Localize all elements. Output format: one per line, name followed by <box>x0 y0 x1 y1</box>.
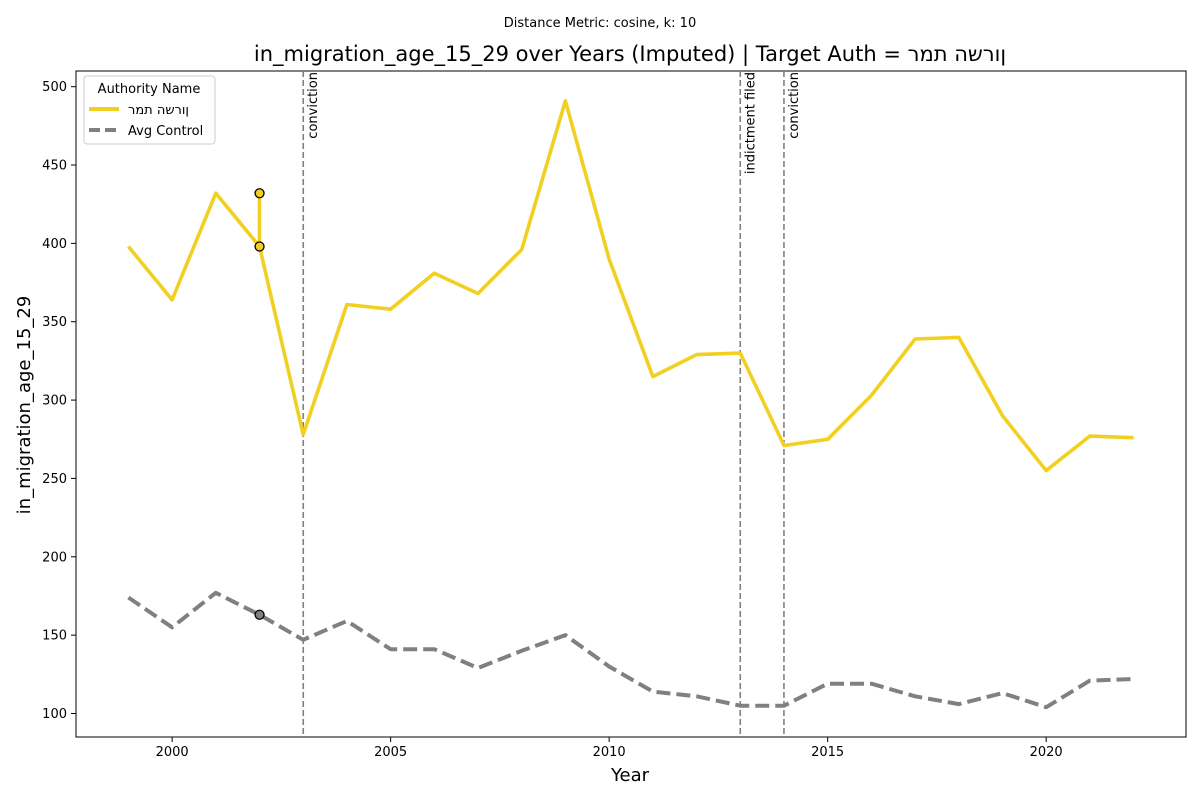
series-line-avg-control <box>127 590 1134 710</box>
imputed-point-marker <box>254 241 265 252</box>
y-tick-label: 100 <box>42 707 67 722</box>
y-tick-label: 150 <box>42 629 67 644</box>
legend-label-target: ןורשה תמר <box>128 103 189 118</box>
legend-label-avg-control: Avg Control <box>128 124 203 139</box>
series-line-target <box>127 99 1134 473</box>
y-tick-label: 200 <box>42 550 67 565</box>
x-tick-label: 2020 <box>1030 745 1063 760</box>
event-label: indictment filed <box>743 72 758 174</box>
x-tick-label: 2010 <box>593 745 626 760</box>
plot-area: 2000 2005 2010 2015 2020 100 150 200 250 300 350 40… <box>42 70 1187 760</box>
chart-subtitle: Distance Metric: cosine, k: 10 <box>504 16 696 31</box>
y-axis-label: in_migration_age_15_29 <box>14 296 35 515</box>
y-tick-label: 350 <box>42 315 67 330</box>
x-tick-label: 2000 <box>156 745 189 760</box>
event-label: conviction <box>787 72 802 139</box>
axes-frame <box>75 70 1187 738</box>
chart-title: in_migration_age_15_29 over Years (Imput… <box>254 42 1006 67</box>
imputed-point-marker <box>254 188 265 199</box>
x-tick-label: 2015 <box>811 745 844 760</box>
y-tick-label: 500 <box>42 80 67 95</box>
x-tick-label: 2005 <box>374 745 407 760</box>
event-label: conviction <box>306 72 321 139</box>
legend: Authority Name ןורשה תמר Avg Control <box>83 75 216 145</box>
legend-title: Authority Name <box>98 82 201 97</box>
y-tick-label: 450 <box>42 159 67 174</box>
y-tick-label: 300 <box>42 394 67 409</box>
legend-frame <box>83 75 216 145</box>
x-axis-label: Year <box>610 765 650 786</box>
imputed-point-marker <box>254 609 265 620</box>
y-tick-label: 250 <box>42 472 67 487</box>
y-tick-label: 400 <box>42 237 67 252</box>
